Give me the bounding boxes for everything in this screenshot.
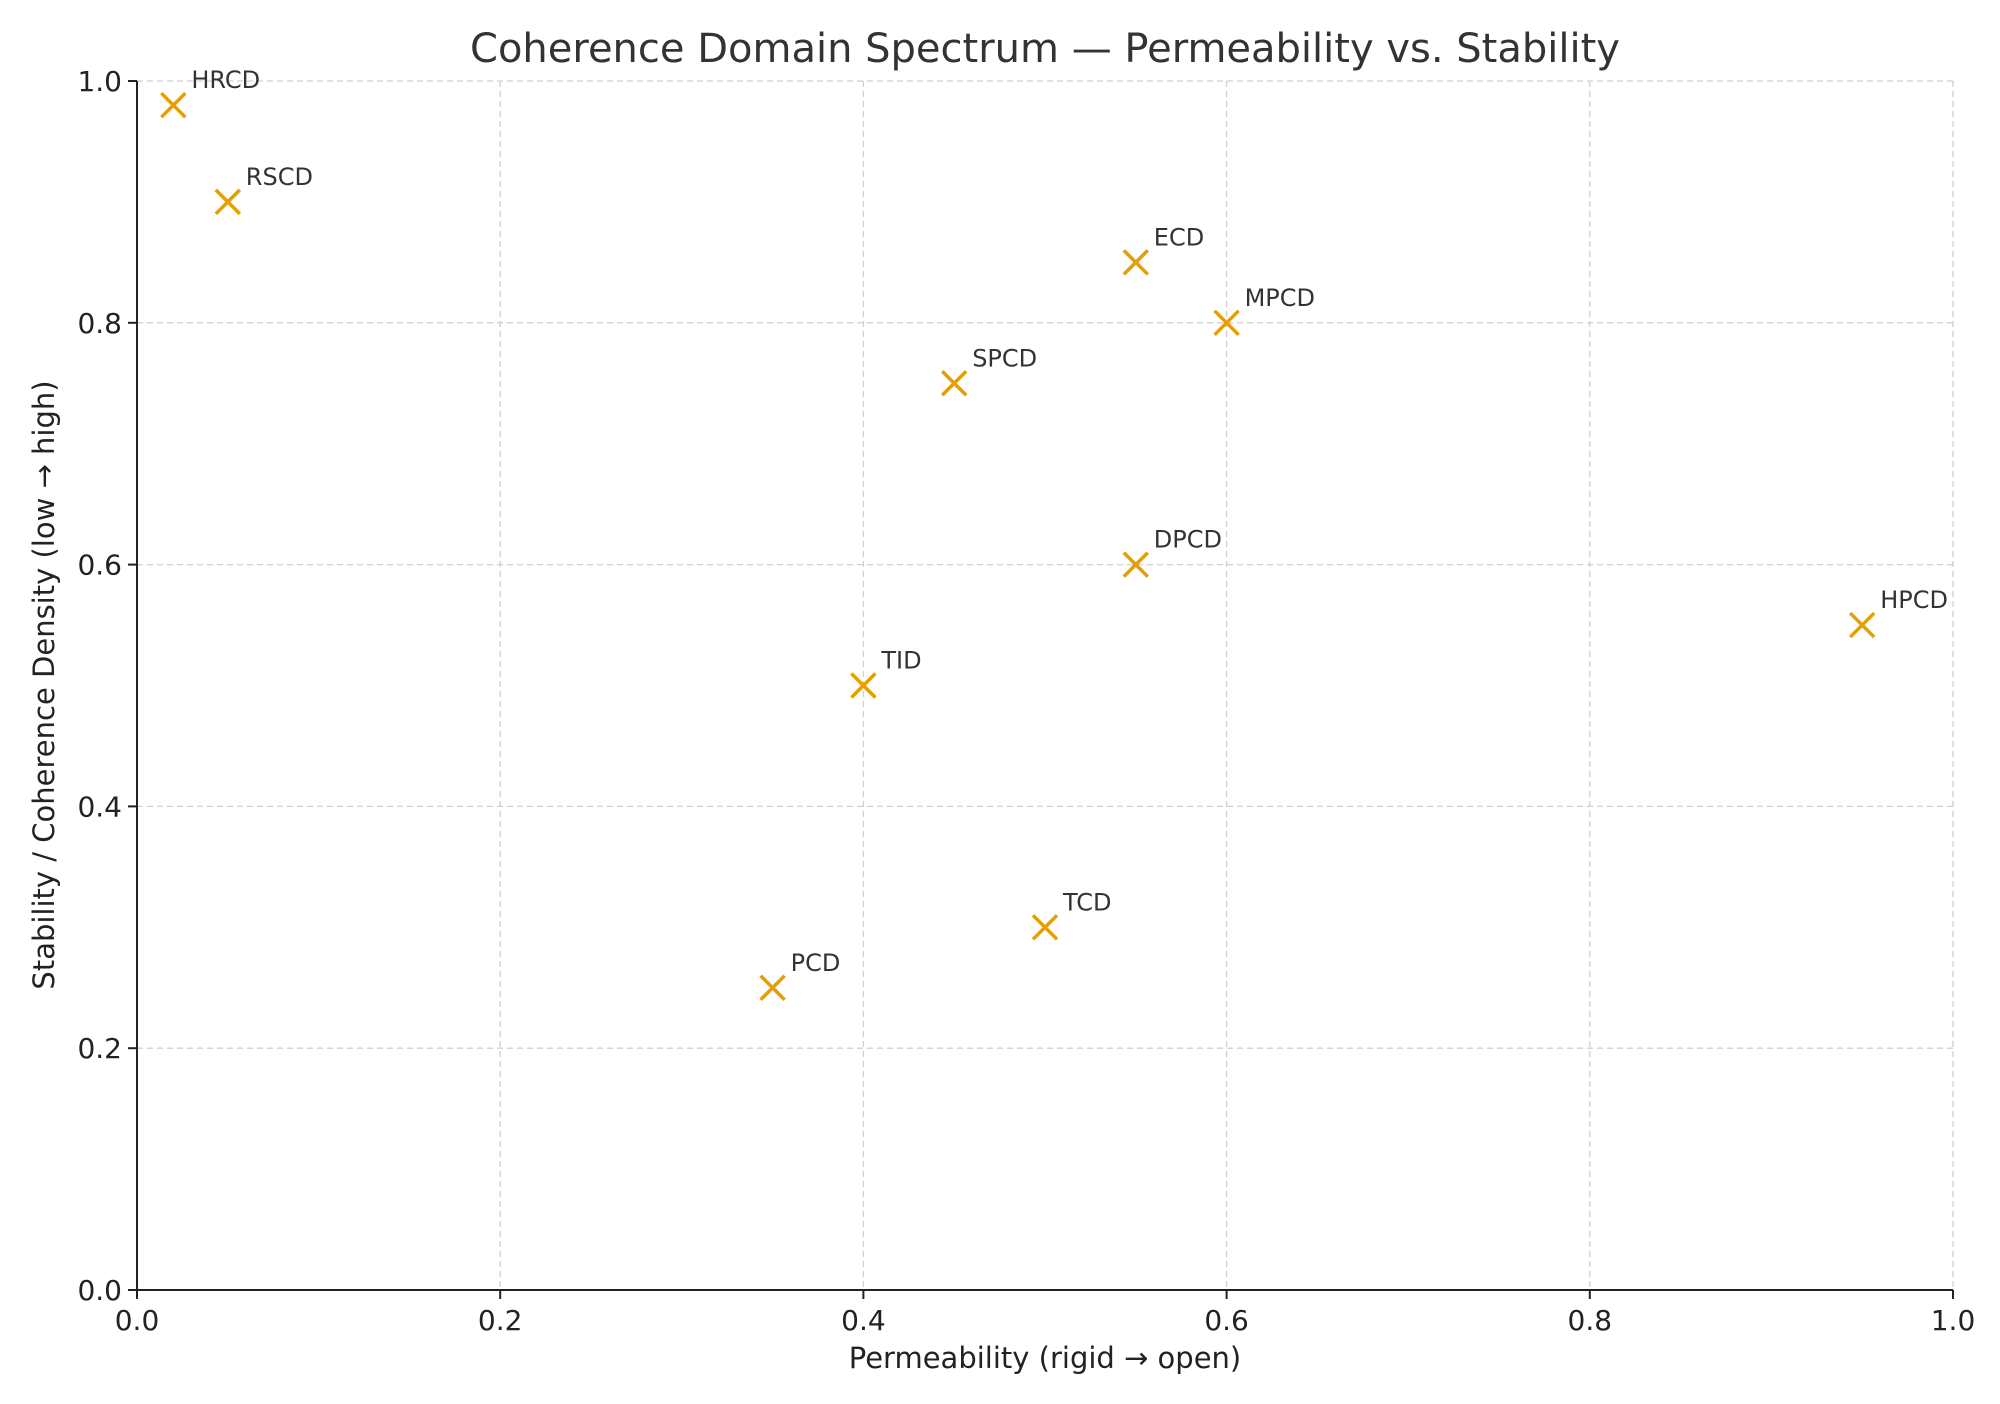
- ticks: 0.0 0.2 0.4 0.6 0.8 1.0 0.0 0.2 0.4 0.6 0.8 1.0: [77, 65, 1975, 1337]
- x-marker: [1213, 309, 1240, 337]
- x-marker: [160, 91, 187, 119]
- x-tick-label: 0.6: [1204, 1304, 1249, 1337]
- x-marker: [940, 370, 968, 397]
- x-tick-label: 0.8: [1568, 1304, 1613, 1337]
- x-marker: [1848, 611, 1876, 639]
- y-tick-label: 0.0: [77, 1274, 122, 1307]
- point-label: TID: [880, 647, 921, 675]
- point-label: PCD: [791, 949, 841, 977]
- x-marker: [850, 672, 877, 699]
- point-label: HRCD: [191, 66, 260, 94]
- y-tick-label: 0.4: [77, 790, 122, 823]
- x-marker: [214, 188, 242, 216]
- point-label: ECD: [1154, 223, 1204, 251]
- x-marker: [1122, 551, 1150, 578]
- x-marker: [759, 974, 786, 1001]
- data-point-ecd: ECD: [1122, 223, 1204, 276]
- y-tick-label: 0.8: [77, 307, 122, 340]
- data-point-tid: TID: [850, 647, 922, 699]
- point-label: MPCD: [1245, 284, 1315, 312]
- x-tick-label: 1.0: [1931, 1304, 1976, 1337]
- data-point-rscd: RSCD: [214, 163, 313, 216]
- x-marker: [1031, 914, 1059, 941]
- data-point-dpcd: DPCD: [1122, 526, 1222, 578]
- point-label: DPCD: [1154, 526, 1222, 554]
- data-point-hpcd: HPCD: [1848, 586, 1948, 639]
- point-label: TCD: [1062, 888, 1112, 916]
- grid: [136, 80, 1954, 1291]
- point-label: HPCD: [1880, 586, 1948, 614]
- y-tick-label: 0.2: [77, 1032, 122, 1065]
- y-axis-label: Stability / Coherence Density (low → hig…: [27, 380, 61, 989]
- data-point-spcd: SPCD: [940, 344, 1037, 397]
- y-tick-label: 0.6: [77, 549, 122, 582]
- x-axis-label: Permeability (rigid → open): [849, 1341, 1242, 1375]
- point-label: RSCD: [246, 163, 313, 191]
- data-point-mpcd: MPCD: [1213, 284, 1315, 337]
- points: HRCD RSCD ECD MPCD SPCD DPCD HPCD TID TCD PCD: [160, 66, 1948, 1001]
- x-marker: [1122, 249, 1150, 276]
- x-tick-label: 0.4: [841, 1304, 886, 1337]
- point-label: SPCD: [972, 344, 1037, 372]
- data-point-hrcd: HRCD: [160, 66, 260, 119]
- x-tick-label: 0.2: [478, 1304, 523, 1337]
- chart-title: Coherence Domain Spectrum — Permeability…: [470, 26, 1620, 72]
- x-tick-label: 0.0: [115, 1304, 160, 1337]
- data-point-pcd: PCD: [759, 949, 841, 1001]
- data-point-tcd: TCD: [1031, 888, 1112, 941]
- y-tick-label: 1.0: [77, 65, 122, 98]
